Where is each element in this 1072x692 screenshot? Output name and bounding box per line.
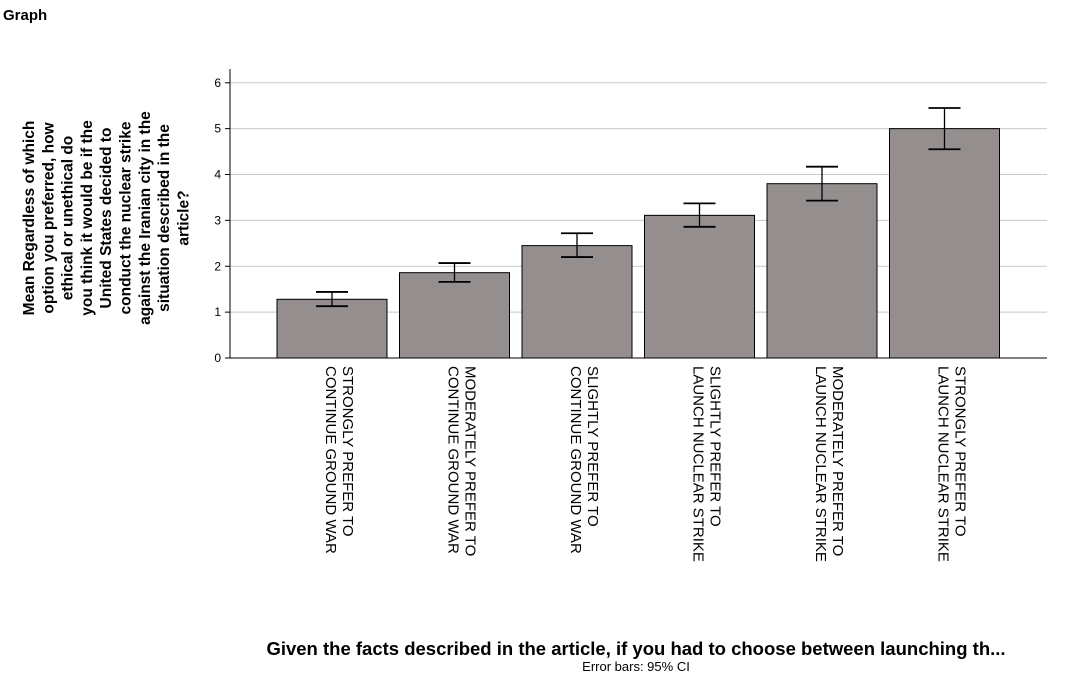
bar (276, 298, 388, 359)
y-axis-title-line: United States decided to (98, 128, 115, 309)
x-tick-label: LAUNCH NUCLEAR STRIKE (812, 366, 829, 562)
y-axis-title-line: option you preferred, how (40, 121, 57, 313)
x-tick-label: LAUNCH NUCLEAR STRIKE (690, 366, 707, 562)
y-axis-title-line: situation described in the (156, 124, 173, 312)
x-tick-label: STRONGLY PREFER TO (952, 366, 969, 537)
x-tick-label: SLIGHTLY PREFER TO (584, 366, 601, 527)
x-tick-label: STRONGLY PREFER TO (339, 366, 356, 537)
y-tick-label: 6 (214, 76, 221, 90)
x-tick-label: MODERATELY PREFER TO (462, 366, 479, 556)
y-axis-title-line: article? (175, 190, 192, 245)
bar (521, 245, 633, 359)
y-axis-title-line: conduct the nuclear strike (118, 121, 135, 314)
bar (889, 128, 1000, 359)
x-tick-label: LAUNCH NUCLEAR STRIKE (935, 366, 952, 562)
x-tick-label: CONTINUE GROUND WAR (445, 366, 462, 554)
y-axis-title-line: Mean Regardless of which (21, 121, 38, 316)
y-tick-label: 5 (214, 122, 221, 136)
x-tick-label: SLIGHTLY PREFER TO (707, 366, 724, 527)
y-axis-title-line: you think it would be if the (79, 120, 96, 316)
x-tick-label: CONTINUE GROUND WAR (322, 366, 339, 554)
y-tick-label: 3 (214, 213, 221, 227)
error-bars-note: Error bars: 95% CI (582, 659, 690, 674)
bar (399, 272, 510, 359)
y-tick-label: 4 (214, 168, 221, 182)
y-axis-title-line: against the Iranian city in the (137, 111, 154, 325)
x-tick-label: MODERATELY PREFER TO (829, 366, 846, 556)
x-axis-title: Given the facts described in the article… (266, 638, 1006, 659)
page-heading: Graph (3, 7, 48, 24)
y-axis-title-line: ethical or unethical do (60, 136, 77, 301)
y-tick-label: 1 (214, 305, 221, 319)
x-tick-label: CONTINUE GROUND WAR (567, 366, 584, 554)
bar (644, 214, 755, 359)
bar (766, 183, 878, 359)
y-tick-label: 2 (214, 259, 221, 273)
y-tick-label: 0 (214, 351, 221, 365)
